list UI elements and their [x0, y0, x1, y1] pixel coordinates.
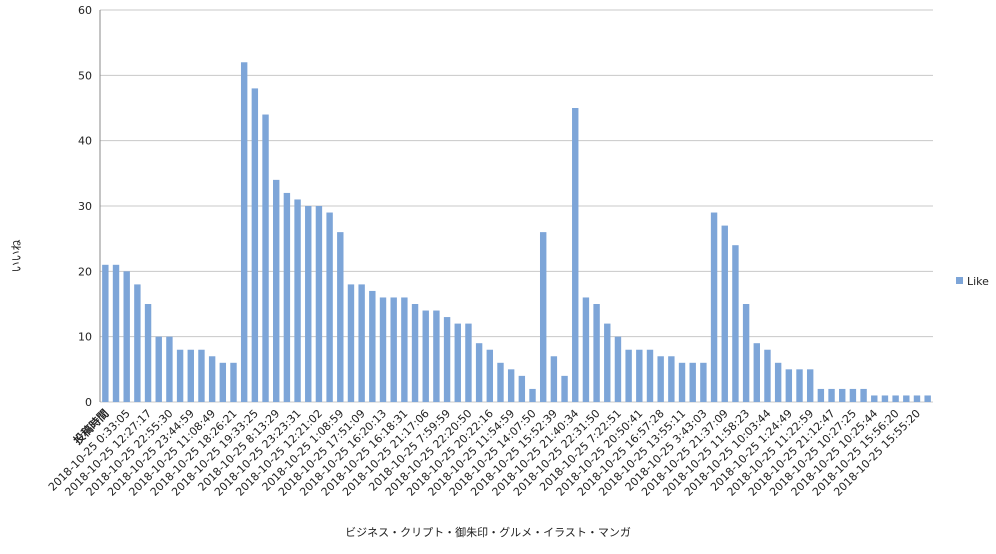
- legend-swatch: [956, 277, 963, 284]
- bar: [561, 375, 568, 402]
- bar: [700, 362, 707, 402]
- bar: [839, 388, 846, 402]
- bar: [678, 362, 686, 402]
- bar: [433, 310, 440, 402]
- bar: [668, 356, 675, 402]
- bar: [924, 395, 931, 402]
- bar: [305, 206, 312, 402]
- bar: [903, 395, 910, 402]
- bar: [262, 114, 269, 403]
- bar: [315, 206, 323, 402]
- bar: [475, 343, 483, 402]
- bar: [294, 199, 301, 402]
- bar: [689, 362, 696, 402]
- bar: [657, 356, 664, 402]
- bar: [785, 369, 793, 402]
- bar: [753, 343, 760, 402]
- bar: [518, 375, 526, 402]
- bar: [251, 88, 259, 403]
- y-tick-label: 50: [78, 69, 92, 82]
- bar: [134, 284, 141, 402]
- bar: [710, 212, 718, 402]
- bar: [721, 225, 728, 402]
- bar: [454, 323, 461, 402]
- bar: [593, 304, 600, 402]
- bar: [732, 245, 739, 402]
- bar: [411, 304, 419, 402]
- y-tick-label: 0: [85, 396, 92, 409]
- y-tick-label: 40: [78, 135, 92, 148]
- bar: [123, 271, 130, 402]
- bar: [817, 388, 825, 402]
- bar: [636, 349, 643, 402]
- bar: [208, 356, 216, 402]
- bar: [443, 317, 451, 402]
- bar: [486, 349, 494, 402]
- bar: [550, 356, 558, 402]
- bar: [582, 297, 590, 402]
- bar: [401, 297, 408, 402]
- y-tick-label: 10: [78, 331, 92, 344]
- bar: [742, 304, 750, 402]
- bar: [390, 297, 397, 402]
- bar: [529, 388, 536, 402]
- bar: [155, 336, 162, 402]
- x-axis-title: ビジネス・クリプト・御朱印・グルメ・イラスト・マンガ: [345, 525, 631, 539]
- bar: [604, 323, 611, 402]
- bar: [646, 349, 654, 402]
- bar: [625, 349, 632, 402]
- bar: [166, 336, 173, 402]
- bar: [240, 62, 248, 403]
- bar: [796, 369, 803, 402]
- y-tick-label: 60: [78, 4, 92, 17]
- bar: [347, 284, 355, 402]
- bar: [860, 388, 867, 402]
- bar: [283, 192, 291, 402]
- bar: [379, 297, 387, 402]
- bar: [176, 349, 184, 402]
- bar: [806, 369, 814, 402]
- bar: [112, 264, 120, 402]
- legend-label: Like: [967, 275, 989, 288]
- bar: [881, 395, 889, 402]
- bar: [144, 304, 152, 402]
- bar: [871, 395, 878, 402]
- bar: [273, 179, 280, 402]
- bar: [230, 362, 237, 402]
- bar: [572, 108, 579, 402]
- bar: [369, 290, 376, 402]
- bar: [198, 349, 205, 402]
- bar: [849, 388, 857, 402]
- bar: [497, 362, 504, 402]
- bar: [102, 264, 109, 402]
- bar: [187, 349, 194, 402]
- bar: [358, 284, 365, 402]
- bar: [614, 336, 622, 402]
- bar: [913, 395, 921, 402]
- bar: [326, 212, 333, 402]
- bar: [828, 388, 835, 402]
- bar: [422, 310, 429, 402]
- bar: [774, 362, 782, 402]
- bar: [764, 349, 771, 402]
- bar: [465, 323, 472, 402]
- bar: [219, 362, 227, 402]
- bar: [539, 232, 547, 402]
- bar: [337, 232, 344, 402]
- y-axis-title: いいね: [10, 240, 23, 273]
- bar: [507, 369, 515, 402]
- y-tick-label: 30: [78, 200, 92, 213]
- y-tick-label: 20: [78, 265, 92, 278]
- bar: [892, 395, 899, 402]
